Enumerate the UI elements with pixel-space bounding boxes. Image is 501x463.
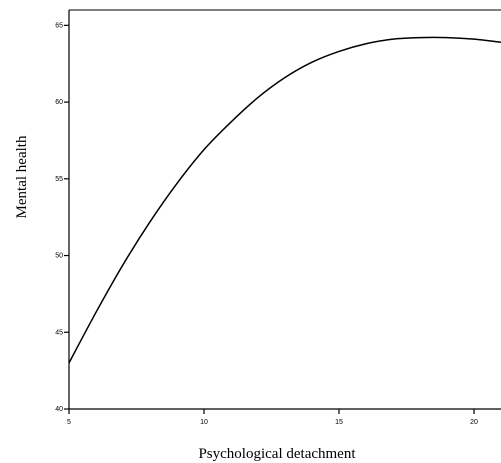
y-tick-label: 60 — [55, 99, 63, 106]
x-tick-label: 5 — [67, 419, 71, 426]
y-axis: 40 45 50 55 60 65 — [55, 22, 69, 413]
x-tick-label: 15 — [335, 419, 343, 426]
x-axis: 5 10 15 20 — [67, 409, 478, 426]
x-tick-label: 10 — [200, 419, 208, 426]
plot-frame — [68, 9, 501, 410]
y-tick-label: 50 — [55, 253, 63, 260]
series-layer — [68, 36, 501, 364]
y-tick-label: 45 — [55, 329, 63, 336]
y-tick-label: 40 — [55, 406, 63, 413]
x-tick-label: 20 — [470, 419, 478, 426]
series-line — [68, 36, 501, 364]
y-tick-label: 65 — [55, 22, 63, 29]
x-axis-title: Psychological detachment — [198, 446, 356, 462]
y-axis-title: Mental health — [14, 135, 30, 218]
y-tick-label: 55 — [55, 176, 63, 183]
